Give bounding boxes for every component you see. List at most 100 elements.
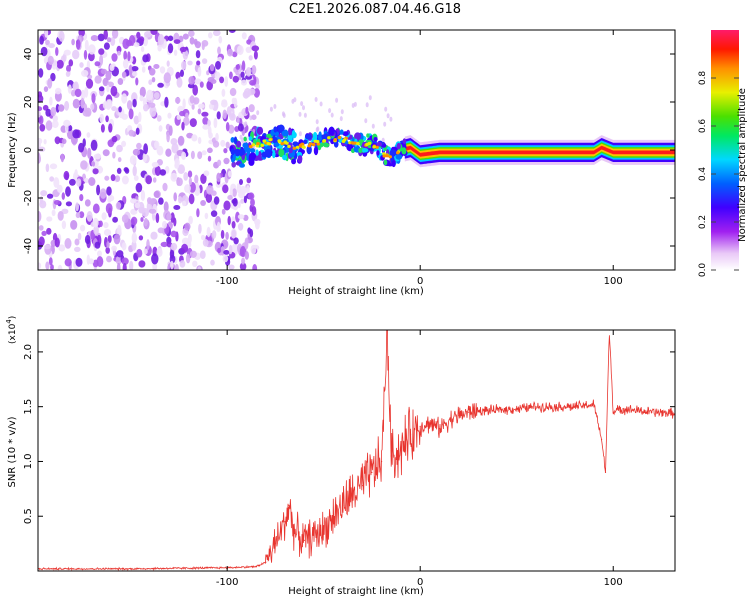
noise-speck <box>38 152 41 164</box>
noise-speck <box>158 125 163 132</box>
noise-speck <box>55 87 62 95</box>
noise-speck <box>167 43 174 54</box>
track-blob <box>233 136 238 145</box>
track-blob <box>297 155 303 163</box>
snr-data-point <box>438 428 441 430</box>
noise-speck <box>142 152 148 163</box>
noise-speck <box>206 185 214 195</box>
noise-speck <box>39 35 44 45</box>
track-peak <box>249 145 253 149</box>
noise-speck <box>150 231 158 240</box>
noise-speck <box>163 72 171 84</box>
noise-speck <box>146 89 154 101</box>
noise-speck <box>56 184 63 193</box>
noise-speck <box>133 115 140 125</box>
track-blob <box>230 137 235 143</box>
noise-speck <box>142 54 149 63</box>
spectrogram-y-label: Frequency (Hz) <box>7 112 18 188</box>
noise-speck <box>197 266 202 270</box>
noise-speck <box>148 208 157 214</box>
noise-speck <box>227 195 233 200</box>
noise-speck <box>153 190 160 198</box>
noise-speck <box>77 232 82 241</box>
track-peak <box>268 138 273 142</box>
noise-speck <box>225 122 230 132</box>
y-tick-label: -40 <box>23 238 34 254</box>
noise-speck <box>84 199 91 207</box>
noise-speck <box>121 175 129 185</box>
track-peak <box>287 144 291 148</box>
track-blob <box>376 141 383 147</box>
noise-speck <box>93 225 99 235</box>
track-peak <box>251 143 256 147</box>
noise-speck <box>174 158 180 168</box>
noise-speck <box>152 177 157 183</box>
noise-speck <box>188 76 195 85</box>
noise-speck <box>65 123 69 134</box>
noise-speck <box>170 260 174 270</box>
noise-speck <box>209 63 215 72</box>
snr-data-point <box>496 409 498 411</box>
noise-speck <box>176 77 183 88</box>
noise-speck <box>217 159 222 166</box>
track-blob <box>319 143 324 148</box>
noise-speck <box>199 250 206 259</box>
noise-speck <box>236 45 244 56</box>
noise-speck <box>57 264 63 270</box>
track-blob <box>288 147 293 154</box>
noise-speck <box>106 84 110 93</box>
noise-speck <box>302 105 305 111</box>
noise-speck <box>112 216 118 223</box>
noise-speck <box>72 82 78 91</box>
noise-speck <box>197 108 202 115</box>
noise-speck <box>386 113 390 119</box>
noise-speck <box>207 147 213 154</box>
noise-speck <box>61 192 65 200</box>
noise-speck <box>102 101 108 110</box>
noise-speck <box>194 78 202 85</box>
noise-speck <box>253 88 260 98</box>
noise-speck <box>49 163 58 170</box>
noise-speck <box>203 170 210 177</box>
track-peak <box>256 142 260 146</box>
noise-speck <box>65 186 71 197</box>
snr-data-point <box>419 425 421 427</box>
colorbar-gradient <box>711 30 739 270</box>
noise-speck <box>99 113 104 123</box>
noise-speck <box>303 112 307 118</box>
noise-speck <box>72 49 80 60</box>
noise-speck <box>207 119 211 128</box>
noise-speck <box>130 198 137 204</box>
noise-speck <box>154 140 160 149</box>
noise-speck <box>229 87 237 97</box>
colorbar-tick-label: 0.8 <box>698 71 708 86</box>
noise-speck <box>135 77 139 86</box>
x-tick-label: -100 <box>216 276 239 287</box>
noise-speck <box>75 39 81 50</box>
track-blob <box>312 131 318 141</box>
noise-speck <box>244 239 249 250</box>
noise-speck <box>173 217 177 227</box>
noise-speck <box>72 129 80 139</box>
noise-speck <box>155 212 160 224</box>
noise-speck <box>212 140 220 148</box>
noise-speck <box>138 260 146 268</box>
noise-speck <box>60 153 65 163</box>
noise-speck <box>200 200 207 206</box>
noise-speck <box>138 111 142 123</box>
noise-speck <box>38 137 43 145</box>
noise-speck <box>79 194 84 202</box>
noise-speck <box>64 258 72 267</box>
track-blob <box>317 133 323 142</box>
noise-speck <box>146 239 150 251</box>
track-blob <box>401 147 407 155</box>
noise-speck <box>109 64 115 71</box>
noise-speck <box>183 172 189 181</box>
noise-speck <box>177 135 185 146</box>
noise-speck <box>122 59 129 69</box>
noise-speck <box>115 201 122 210</box>
noise-speck <box>46 193 54 199</box>
track-blob <box>270 129 275 137</box>
noise-speck <box>143 143 149 155</box>
track-blob <box>282 154 288 161</box>
